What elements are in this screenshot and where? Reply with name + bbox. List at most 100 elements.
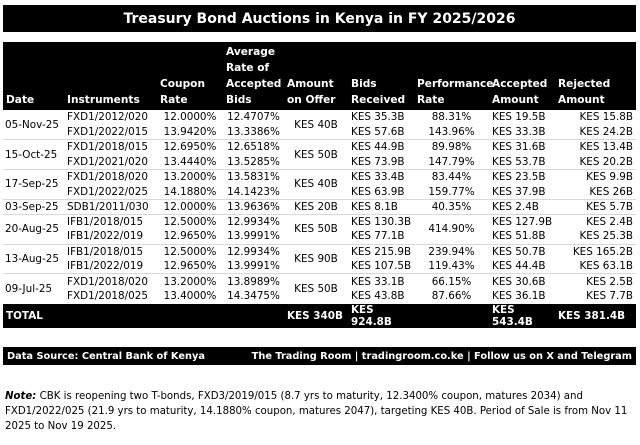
cell-avg-rate: 12.6518% bbox=[223, 139, 284, 155]
cell-coupon-rate: 13.2000% bbox=[157, 273, 223, 289]
cell-instrument: FXD1/2018/015 bbox=[64, 139, 157, 155]
cell-rejected-amount: KES 9.9B bbox=[555, 169, 636, 185]
header-rejected-amount: Rejected Amount bbox=[555, 42, 636, 110]
header-accepted-amount: Accepted Amount bbox=[489, 42, 555, 110]
cell-rejected-amount: KES 63.1B bbox=[579, 260, 633, 273]
cell-performance-rate: 83.44% bbox=[414, 169, 489, 185]
cell-coupon-rate: 12.0000% bbox=[157, 198, 223, 215]
table-row: FXD1/2018/025 13.4000% 14.3475% KES 43.8B 87… bbox=[3, 289, 636, 304]
cell-avg-rate: 13.3386% bbox=[227, 126, 280, 139]
cell-rejected-amount: KES 2.5B bbox=[555, 273, 636, 289]
cell-date: 13-Aug-25 bbox=[3, 243, 64, 274]
cell-bids-received: KES 33.1B bbox=[348, 273, 414, 289]
cell-performance-rate: 66.15% bbox=[414, 273, 489, 289]
cell-avg-rate: 12.9934% bbox=[223, 243, 284, 260]
cell-amount-on-offer: KES 50B bbox=[284, 139, 348, 170]
cell-coupon-rate: 12.9650% bbox=[163, 260, 217, 273]
cell-avg-rate: 14.1423% bbox=[227, 185, 280, 198]
total-bids-received: KES 924.8B bbox=[348, 303, 414, 328]
cell-amount-on-offer: KES 20B bbox=[284, 198, 348, 215]
cell-accepted-amount: KES 44.4B bbox=[492, 260, 546, 273]
cell-date: 03-Sep-25 bbox=[3, 198, 64, 215]
cell-coupon-rate: 13.4000% bbox=[163, 290, 217, 303]
header-instruments: Instruments bbox=[64, 42, 157, 110]
table-row: FXD1/2021/020 13.4440% 13.5285% KES 73.9B 14… bbox=[3, 155, 636, 170]
cell-avg-rate: 12.9934% bbox=[223, 213, 284, 230]
cell-performance-rate: 40.35% bbox=[414, 198, 489, 215]
table-header-row: Date Instruments Coupon Rate Average Rat… bbox=[3, 42, 636, 110]
cell-date: 09-Jul-25 bbox=[3, 273, 64, 304]
cell-instrument: FXD1/2018/020 bbox=[64, 273, 157, 289]
cell-instrument: FXD1/2012/020 bbox=[67, 111, 148, 124]
table-body: 05-Nov-25 FXD1/2012/020 12.0000% 12.4707% KE… bbox=[3, 110, 636, 304]
header-coupon-rate: Coupon Rate bbox=[157, 42, 223, 110]
cell-accepted-amount: KES 23.5B bbox=[489, 169, 555, 185]
cell-avg-rate: 13.8989% bbox=[223, 273, 284, 289]
cell-avg-rate: 14.3475% bbox=[227, 290, 280, 303]
cell-instrument: SDB1/2011/030 bbox=[64, 198, 157, 215]
data-source: Data Source: Central Bank of Kenya bbox=[7, 350, 205, 362]
cell-date: 05-Nov-25 bbox=[5, 118, 59, 131]
cell-performance-rate: 87.66% bbox=[431, 290, 472, 303]
cell-accepted-amount: KES 53.7B bbox=[492, 155, 546, 168]
table-row: 15-Oct-25 FXD1/2018/015 12.6950% 12.6518% KE… bbox=[3, 139, 636, 170]
cell-date: 20-Aug-25 bbox=[3, 213, 64, 245]
cell-amount-on-offer: KES 40B bbox=[284, 169, 348, 200]
credit-line: The Trading Room | tradingroom.co.ke | F… bbox=[251, 350, 632, 362]
table-row: 09-Jul-25 FXD1/2018/020 13.2000% 13.8989% KE… bbox=[3, 273, 636, 304]
note-text: CBK is reopening two T-bonds, FXD3/2019/… bbox=[5, 391, 628, 432]
cell-performance-rate: 143.96% bbox=[428, 126, 475, 139]
cell-instrument: IFB1/2022/019 bbox=[67, 230, 144, 243]
cell-instrument: FXD1/2021/020 bbox=[67, 155, 148, 168]
cell-accepted-amount: KES 33.3B bbox=[492, 126, 546, 139]
cell-accepted-amount: KES 127.9B bbox=[489, 213, 555, 230]
cell-rejected-amount: KES 165.2B bbox=[555, 243, 636, 260]
cell-accepted-amount: KES 19.5B bbox=[492, 111, 546, 124]
cell-accepted-amount: KES 30.6B bbox=[489, 273, 555, 289]
cell-rejected-amount: KES 24.2B bbox=[579, 126, 633, 139]
cell-bids-received: KES 63.9B bbox=[351, 185, 405, 198]
cell-coupon-rate: 12.9650% bbox=[163, 230, 217, 243]
cell-avg-rate: 13.5831% bbox=[223, 169, 284, 185]
table-row: IFB1/2022/019 12.9650% 13.9991% KES 77.1B KE… bbox=[3, 229, 636, 244]
total-performance-rate bbox=[414, 303, 489, 328]
header-avg-rate: Average Rate of Accepted Bids bbox=[223, 42, 284, 110]
cell-date: 15-Oct-25 bbox=[3, 139, 64, 170]
cell-coupon-rate: 13.4440% bbox=[163, 155, 217, 168]
header-amount-on-offer: Amount on Offer bbox=[284, 42, 348, 110]
cell-instrument: IFB1/2022/019 bbox=[67, 260, 144, 273]
total-row: TOTAL KES 340B KES 924.8B KES 543.4B KES… bbox=[3, 303, 636, 328]
cell-avg-rate: 12.4707% bbox=[227, 111, 280, 124]
cell-instrument: FXD1/2018/025 bbox=[67, 290, 148, 303]
cell-bids-received: KES 35.3B bbox=[351, 111, 405, 124]
total-label: TOTAL bbox=[3, 303, 284, 328]
cell-rejected-amount: KES 26B bbox=[589, 185, 633, 198]
cell-performance-rate: 414.90% bbox=[414, 213, 489, 245]
cell-avg-rate: 13.9991% bbox=[227, 230, 280, 243]
page-title: Treasury Bond Auctions in Kenya in FY 20… bbox=[3, 5, 636, 32]
cell-avg-rate: 13.5285% bbox=[227, 155, 280, 168]
total-amount-on-offer: KES 340B bbox=[284, 303, 348, 328]
cell-coupon-rate: 12.5000% bbox=[157, 213, 223, 230]
cell-amount-on-offer: KES 50B bbox=[284, 273, 348, 304]
cell-bids-received: KES 73.9B bbox=[351, 155, 405, 168]
cell-coupon-rate: 12.5000% bbox=[157, 243, 223, 260]
total-rejected-amount: KES 381.4B bbox=[555, 303, 636, 328]
cell-performance-rate: 147.79% bbox=[428, 155, 475, 168]
header-date: Date bbox=[3, 42, 64, 110]
cell-accepted-amount: KES 51.8B bbox=[492, 230, 546, 243]
cell-rejected-amount: KES 20.2B bbox=[579, 155, 633, 168]
total-accepted-amount: KES 543.4B bbox=[489, 303, 555, 328]
cell-performance-rate: 119.43% bbox=[428, 260, 475, 273]
cell-instrument: FXD1/2022/025 bbox=[67, 185, 148, 198]
cell-avg-rate: 13.9636% bbox=[223, 198, 284, 215]
table-row: FXD1/2022/025 14.1880% 14.1423% KES 63.9B 15… bbox=[3, 184, 636, 199]
cell-coupon-rate: 14.1880% bbox=[163, 185, 217, 198]
cell-coupon-rate: 12.6950% bbox=[157, 139, 223, 155]
header-performance-rate: Performance Rate bbox=[414, 42, 493, 110]
cell-accepted-amount: KES 36.1B bbox=[492, 290, 546, 303]
table-row: IFB1/2022/019 12.9650% 13.9991% KES 107.5B 1… bbox=[3, 259, 636, 274]
cell-bids-received: KES 8.1B bbox=[348, 198, 414, 215]
cell-rejected-amount: KES 25.3B bbox=[579, 230, 633, 243]
cell-bids-received: KES 215.9B bbox=[348, 243, 414, 260]
